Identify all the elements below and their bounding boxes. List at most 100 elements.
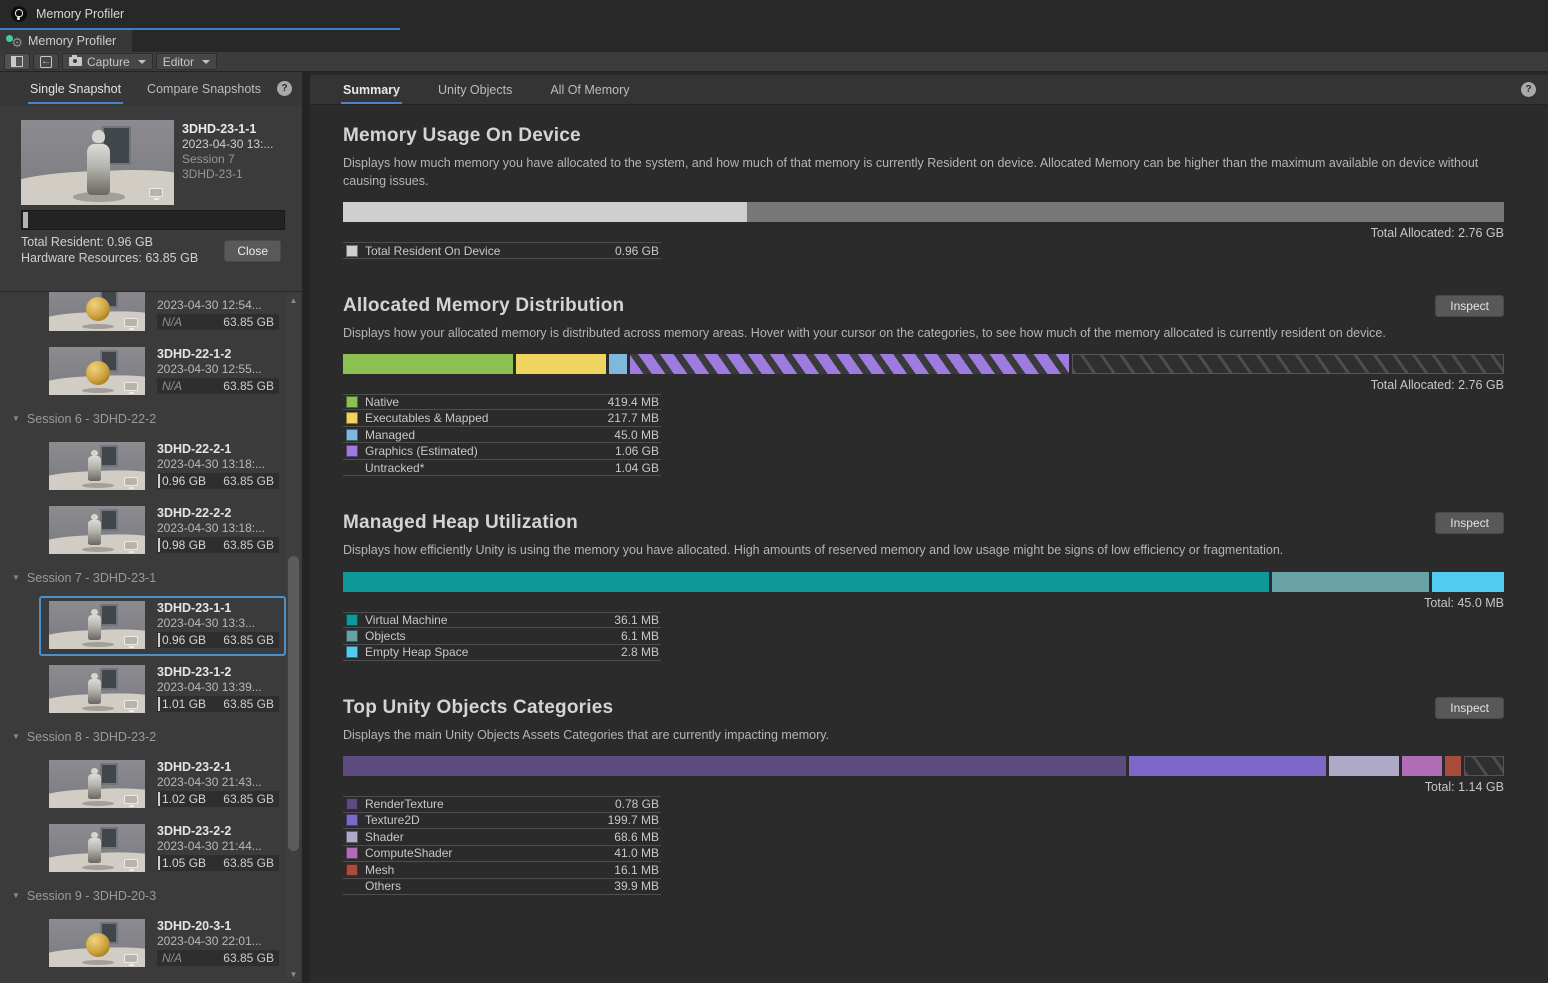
bar-segment[interactable] (747, 202, 1504, 223)
scroll-down-arrow-icon[interactable]: ▼ (289, 970, 298, 979)
snapshot-item[interactable]: 3DHD-22-1-2 2023-04-30 12:55... N/A 63.85 G… (0, 347, 302, 395)
legend-label: Objects (365, 628, 406, 643)
help-icon[interactable]: ? (1521, 82, 1536, 97)
legend-swatch (346, 863, 358, 876)
memory-breakdown-bar (343, 353, 1504, 374)
snapshot-usage-bar: N/A 63.85 GB (157, 378, 279, 394)
section-title: Allocated Memory Distribution (343, 294, 625, 316)
tab-unity-objects[interactable]: Unity Objects (437, 82, 513, 97)
session-header[interactable]: ▼ Session 8 - 3DHD-23-2 (0, 729, 302, 744)
snapshot-thumbnail (49, 442, 145, 490)
inspect-button[interactable]: Inspect (1435, 294, 1504, 317)
inspect-button[interactable]: Inspect (1435, 512, 1504, 535)
tab-memory-profiler[interactable]: ⚙ Memory Profiler (0, 30, 132, 52)
scroll-up-arrow-icon[interactable]: ▲ (289, 296, 298, 305)
chevron-down-icon[interactable]: ▼ (12, 573, 20, 582)
bar-segment[interactable] (608, 353, 628, 374)
editor-dropdown[interactable]: Editor (155, 53, 218, 70)
bar-segment[interactable] (1432, 571, 1504, 592)
memory-breakdown-bar (343, 756, 1504, 777)
golden-ball (86, 933, 111, 958)
monitor-icon (149, 188, 164, 201)
chevron-down-icon[interactable]: ▼ (12, 414, 20, 423)
snapshot-meta: 3DHD-22-1-2 2023-04-30 12:55... N/A 63.85 G… (157, 347, 279, 395)
snapshot-date: 2023-04-30 21:43... (157, 775, 262, 789)
close-button[interactable]: Close (224, 239, 281, 262)
snapshot-item[interactable]: ·2023-04-30 12:54...N/A63.85 GB (0, 292, 302, 331)
legend-table: RenderTexture 0.78 GB Texture2D 199.7 MB Sha… (343, 796, 661, 896)
snapshot-item[interactable]: 3DHD-23-1-1 2023-04-30 13:3... 0.96 GB 63.8… (0, 596, 302, 656)
tab-summary[interactable]: Summary (341, 75, 402, 104)
bar-segment[interactable] (630, 353, 1069, 374)
legend-swatch (346, 462, 358, 474)
tab-all-of-memory[interactable]: All Of Memory (550, 82, 630, 97)
snapshot-item[interactable]: 3DHD-23-1-2 2023-04-30 13:39... 1.01 GB 63.… (0, 665, 302, 713)
resident-value: 0.96 GB (162, 474, 207, 488)
scrollbar-thumb[interactable] (288, 556, 299, 851)
bar-segment[interactable] (1328, 756, 1399, 777)
snapshot-item[interactable]: 3DHD-22-2-1 2023-04-30 13:18:... 0.96 GB 63… (0, 442, 302, 490)
hardware-resources-text: Hardware Resources: 63.85 GB (21, 250, 199, 265)
bar-segment[interactable] (343, 202, 748, 223)
snapshot-name: 3DHD-23-1-1 (182, 122, 257, 136)
toggle-sidebar-button[interactable] (4, 53, 30, 70)
snapshot-thumbnail (49, 824, 145, 872)
bar-segment[interactable] (1272, 571, 1430, 592)
capture-button[interactable]: Capture (62, 53, 153, 70)
bar-segment[interactable] (516, 353, 606, 374)
session-header[interactable]: ▼ Session 9 - 3DHD-20-3 (0, 888, 302, 903)
panel-divider[interactable] (302, 72, 310, 983)
robot-figure (88, 513, 102, 546)
bar-segment[interactable] (1444, 756, 1461, 777)
snapshot-item[interactable]: 3DHD-20-3-1 2023-04-30 22:01... N/A 63.85 G… (0, 919, 302, 967)
bar-segment[interactable] (343, 571, 1270, 592)
session-header[interactable]: ▼ Session 6 - 3DHD-22-2 (0, 411, 302, 426)
chevron-down-icon[interactable]: ▼ (12, 732, 20, 741)
tab-single-snapshot[interactable]: Single Snapshot (27, 72, 124, 106)
resident-value: N/A (162, 379, 183, 393)
robot-figure (88, 767, 102, 800)
thumbnail-shadow (81, 482, 115, 489)
resident-value: N/A (162, 951, 183, 965)
snapshot-item[interactable]: 3DHD-22-2-2 2023-04-30 13:18:... 0.98 GB 63… (0, 506, 302, 554)
snapshot-meta: 3DHD-23-2-2 2023-04-30 21:44... 1.05 GB 63.… (157, 824, 279, 872)
snapshot-item[interactable]: 3DHD-23-2-1 2023-04-30 21:43... 1.02 GB 63.… (0, 760, 302, 808)
summary-section: Top Unity Objects Categories Inspect Displ… (343, 697, 1504, 896)
divider (0, 291, 302, 292)
legend-value: 0.78 GB (614, 797, 659, 812)
hardware-value: 63.85 GB (223, 792, 274, 806)
bar-segment[interactable] (343, 353, 514, 374)
snapshot-thumbnail (49, 601, 145, 649)
legend-label: Shader (365, 829, 404, 844)
bar-segment[interactable] (1071, 353, 1504, 374)
legend-row: Graphics (Estimated) 1.06 GB (343, 443, 661, 460)
bar-segment[interactable] (343, 756, 1126, 777)
legend-row: Objects 6.1 MB (343, 628, 661, 645)
snapshot-date: 2023-04-30 12:55... (157, 362, 262, 376)
tab-compare-snapshots[interactable]: Compare Snapshots (147, 82, 261, 96)
list-scrollbar[interactable]: ▲ ▼ (287, 294, 300, 981)
inspect-button[interactable]: Inspect (1435, 697, 1504, 719)
chevron-down-icon[interactable] (137, 59, 146, 64)
monitor-icon (124, 317, 139, 330)
summary-content: Memory Usage On Device Displays how much … (310, 105, 1548, 983)
import-snapshot-button[interactable]: ← (33, 53, 59, 70)
thumbnail-door (99, 445, 119, 468)
thumbnail-shadow (81, 323, 115, 330)
session-header[interactable]: ▼ Session 7 - 3DHD-23-1 (0, 570, 302, 585)
monitor-icon (124, 858, 139, 871)
help-icon[interactable]: ? (277, 81, 292, 96)
section-description: Displays how efficiently Unity is using … (343, 543, 1284, 558)
main-tab-strip: Summary Unity Objects All Of Memory? (310, 75, 1548, 105)
legend-value: 1.06 GB (614, 444, 659, 459)
bar-segment[interactable] (1128, 756, 1326, 777)
snapshot-meta: 3DHD-23-1-2 2023-04-30 13:39... 1.01 GB 63.… (157, 665, 279, 713)
chevron-down-icon[interactable]: ▼ (12, 891, 20, 900)
bar-segment[interactable] (1463, 756, 1504, 777)
resident-fill (158, 856, 160, 870)
monitor-icon (124, 953, 139, 966)
thumbnail-shadow (81, 959, 115, 966)
snapshot-item[interactable]: 3DHD-23-2-2 2023-04-30 21:44... 1.05 GB 63.… (0, 824, 302, 872)
bar-segment[interactable] (1401, 756, 1442, 777)
